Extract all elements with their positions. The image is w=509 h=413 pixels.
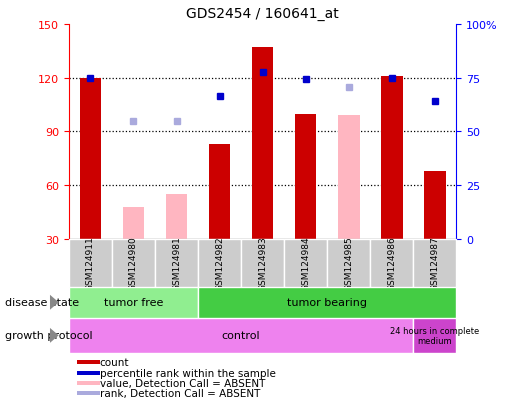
Text: GSM124987: GSM124987 bbox=[430, 236, 439, 291]
Text: count: count bbox=[100, 357, 129, 368]
Bar bbox=[413, 240, 456, 287]
Bar bbox=[76, 371, 100, 375]
Bar bbox=[241, 240, 284, 287]
Bar bbox=[208, 145, 230, 240]
Bar bbox=[251, 48, 273, 240]
Text: disease state: disease state bbox=[5, 297, 79, 308]
Bar bbox=[294, 114, 316, 240]
Text: GSM124911: GSM124911 bbox=[86, 236, 95, 291]
Bar bbox=[69, 318, 413, 353]
Bar bbox=[327, 240, 370, 287]
Bar bbox=[370, 240, 413, 287]
Text: GSM124983: GSM124983 bbox=[258, 236, 267, 291]
Bar bbox=[76, 392, 100, 395]
Bar bbox=[111, 240, 155, 287]
Text: GSM124980: GSM124980 bbox=[129, 236, 137, 291]
Text: GSM124985: GSM124985 bbox=[344, 236, 353, 291]
Text: GSM124982: GSM124982 bbox=[215, 236, 223, 290]
Bar bbox=[76, 361, 100, 364]
Text: tumor bearing: tumor bearing bbox=[287, 297, 366, 308]
Bar bbox=[155, 240, 197, 287]
Bar bbox=[69, 287, 197, 318]
Text: tumor free: tumor free bbox=[103, 297, 163, 308]
Text: rank, Detection Call = ABSENT: rank, Detection Call = ABSENT bbox=[100, 388, 260, 399]
Title: GDS2454 / 160641_at: GDS2454 / 160641_at bbox=[186, 7, 338, 21]
Bar bbox=[197, 287, 456, 318]
Bar bbox=[413, 318, 456, 353]
Bar bbox=[79, 78, 101, 240]
Bar bbox=[423, 171, 445, 240]
Text: value, Detection Call = ABSENT: value, Detection Call = ABSENT bbox=[100, 378, 265, 388]
Text: 24 hours in complete
medium: 24 hours in complete medium bbox=[389, 326, 478, 345]
Text: control: control bbox=[221, 330, 260, 341]
Text: growth protocol: growth protocol bbox=[5, 330, 93, 341]
Text: GSM124984: GSM124984 bbox=[301, 236, 309, 290]
Text: percentile rank within the sample: percentile rank within the sample bbox=[100, 368, 275, 378]
Bar bbox=[123, 207, 144, 240]
Bar bbox=[165, 195, 187, 240]
Text: GSM124981: GSM124981 bbox=[172, 236, 181, 291]
Bar bbox=[380, 77, 402, 240]
Bar bbox=[76, 381, 100, 385]
Bar bbox=[197, 240, 241, 287]
Text: GSM124986: GSM124986 bbox=[387, 236, 395, 291]
Bar bbox=[284, 240, 327, 287]
Bar bbox=[69, 240, 111, 287]
Bar bbox=[337, 116, 359, 240]
